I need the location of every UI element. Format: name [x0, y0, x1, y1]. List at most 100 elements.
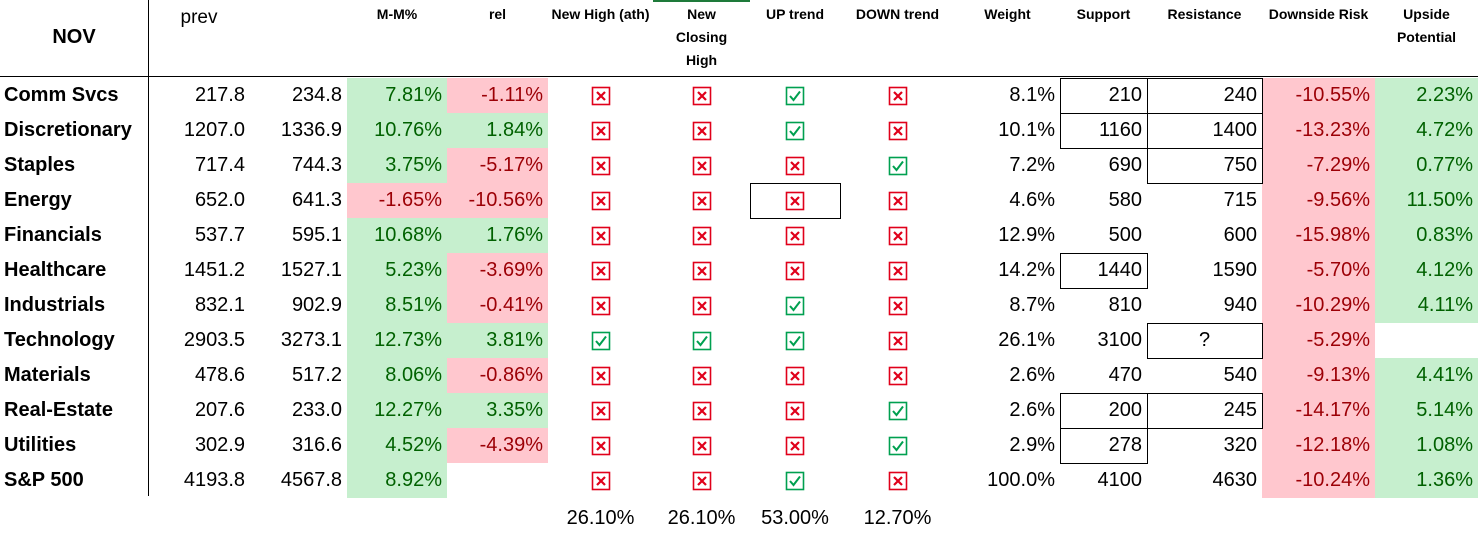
- row-label: Technology: [4, 329, 115, 351]
- cross-icon: [548, 78, 653, 113]
- cross-icon: [750, 148, 840, 183]
- cell-value: -10.56%: [447, 183, 548, 218]
- cell-value: -3.69%: [447, 253, 548, 288]
- cell-value: -5.70%: [1262, 253, 1375, 288]
- column-header: New High (ath): [551, 6, 650, 22]
- cross-icon: [840, 218, 955, 253]
- check-icon: [840, 428, 955, 463]
- total-value: 26.10%: [667, 506, 736, 529]
- check-icon: [840, 393, 955, 428]
- cell-value: 1160: [1098, 119, 1142, 141]
- cross-icon: [548, 428, 653, 463]
- cell-border: [750, 183, 841, 219]
- column-header: Upside Potential: [1396, 6, 1457, 45]
- cell-border: [1147, 113, 1263, 149]
- cell-value: 1.08%: [1375, 428, 1478, 463]
- cross-icon: [653, 358, 750, 393]
- cross-icon: [653, 428, 750, 463]
- column-header: M-M%: [376, 6, 418, 22]
- cell-value: 210: [1108, 84, 1142, 106]
- cell-value: 1400: [1212, 119, 1258, 141]
- cell-value: -0.41%: [447, 288, 548, 323]
- cell-value: 0.83%: [1375, 218, 1478, 253]
- cross-icon: [548, 183, 653, 218]
- cell-value: 832.1: [194, 294, 245, 316]
- cell-value: -10.55%: [1262, 78, 1375, 113]
- cell-value: -13.23%: [1262, 113, 1375, 148]
- cell-value: 1590: [1212, 259, 1258, 281]
- row-label: Industrials: [4, 294, 106, 316]
- column-header: NOV: [52, 26, 96, 48]
- cell-value: -1.65%: [347, 183, 447, 218]
- cell-border: [1147, 148, 1263, 184]
- cell-value: 810: [1108, 294, 1142, 316]
- cell-value: 3100: [1097, 329, 1143, 351]
- cell-value: 744.3: [291, 154, 342, 176]
- cell-value: 26.1%: [998, 329, 1055, 351]
- cross-icon: [750, 253, 840, 288]
- cell-value: 717.4: [194, 154, 245, 176]
- cell-value: 5.14%: [1375, 393, 1478, 428]
- cell-value: 11.50%: [1375, 183, 1478, 218]
- cell-border: [1060, 253, 1148, 289]
- total-value: 53.00%: [761, 506, 829, 529]
- column-header: prev: [180, 7, 218, 28]
- cross-icon: [548, 393, 653, 428]
- total-value: 26.10%: [566, 506, 635, 529]
- cell-value: 5.23%: [347, 253, 447, 288]
- cell-border: [1147, 393, 1263, 429]
- cross-icon: [840, 253, 955, 288]
- cell-value: -0.86%: [447, 358, 548, 393]
- cell-border: [1147, 323, 1263, 359]
- cell-value: -4.39%: [447, 428, 548, 463]
- cell-value: 233.0: [291, 399, 342, 421]
- cell-value: 10.76%: [347, 113, 447, 148]
- column-header: Weight: [984, 6, 1031, 22]
- label-rule: [148, 0, 149, 496]
- cell-value: 4100: [1097, 469, 1143, 491]
- cross-icon: [548, 358, 653, 393]
- cell-value: 478.6: [194, 364, 245, 386]
- cell-value: 302.9: [194, 434, 245, 456]
- cross-icon: [750, 358, 840, 393]
- total-value: 12.70%: [863, 506, 932, 529]
- cross-icon: [840, 463, 955, 498]
- cell-value: -12.18%: [1262, 428, 1375, 463]
- cell-value: -9.13%: [1262, 358, 1375, 393]
- column-header: Resistance: [1167, 6, 1242, 22]
- cross-icon: [653, 78, 750, 113]
- cross-icon: [840, 358, 955, 393]
- cell-value: 1440: [1097, 259, 1143, 281]
- cell-value: 14.2%: [998, 259, 1055, 281]
- cell-value: 1.84%: [447, 113, 548, 148]
- cell-border: [1147, 78, 1263, 114]
- cell-value: 278: [1108, 434, 1142, 456]
- cell-value: 1451.2: [183, 259, 245, 281]
- cross-icon: [653, 463, 750, 498]
- cross-icon: [840, 113, 955, 148]
- cross-icon: [653, 183, 750, 218]
- cell-value: 2903.5: [183, 329, 245, 351]
- check-icon: [750, 113, 840, 148]
- cell-value: 4.72%: [1375, 113, 1478, 148]
- row-label: Utilities: [4, 434, 77, 456]
- cell-value: ?: [1198, 329, 1211, 351]
- cell-value: 3.81%: [447, 323, 548, 358]
- cross-icon: [840, 323, 955, 358]
- cell-value: 207.6: [194, 399, 245, 421]
- column-header: UP trend: [765, 6, 825, 22]
- cell-value: 10.68%: [347, 218, 447, 253]
- cell-value: 540: [1223, 364, 1257, 386]
- cell-value: 600: [1223, 224, 1257, 246]
- cross-icon: [840, 288, 955, 323]
- cell-value: 4.11%: [1375, 288, 1478, 323]
- cell-value: -5.17%: [447, 148, 548, 183]
- cross-icon: [653, 148, 750, 183]
- cell-value: 500: [1108, 224, 1142, 246]
- cross-icon: [548, 218, 653, 253]
- cross-icon: [548, 288, 653, 323]
- cross-icon: [653, 113, 750, 148]
- cell-value: 3273.1: [280, 329, 342, 351]
- cell-value: 902.9: [291, 294, 342, 316]
- check-icon: [840, 148, 955, 183]
